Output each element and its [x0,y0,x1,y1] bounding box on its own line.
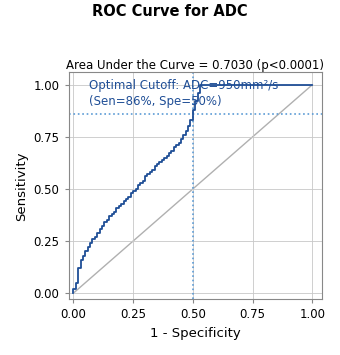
Y-axis label: Sensitivity: Sensitivity [15,151,28,220]
Text: (Sen=86%, Spe=50%): (Sen=86%, Spe=50%) [89,95,221,108]
Text: Optimal Cutoff: ADC=950mm²/s: Optimal Cutoff: ADC=950mm²/s [89,79,278,92]
X-axis label: 1 - Specificity: 1 - Specificity [150,327,241,340]
Title: Area Under the Curve = 0.7030 (p<0.0001): Area Under the Curve = 0.7030 (p<0.0001) [66,59,324,72]
Text: ROC Curve for ADC: ROC Curve for ADC [92,4,248,18]
